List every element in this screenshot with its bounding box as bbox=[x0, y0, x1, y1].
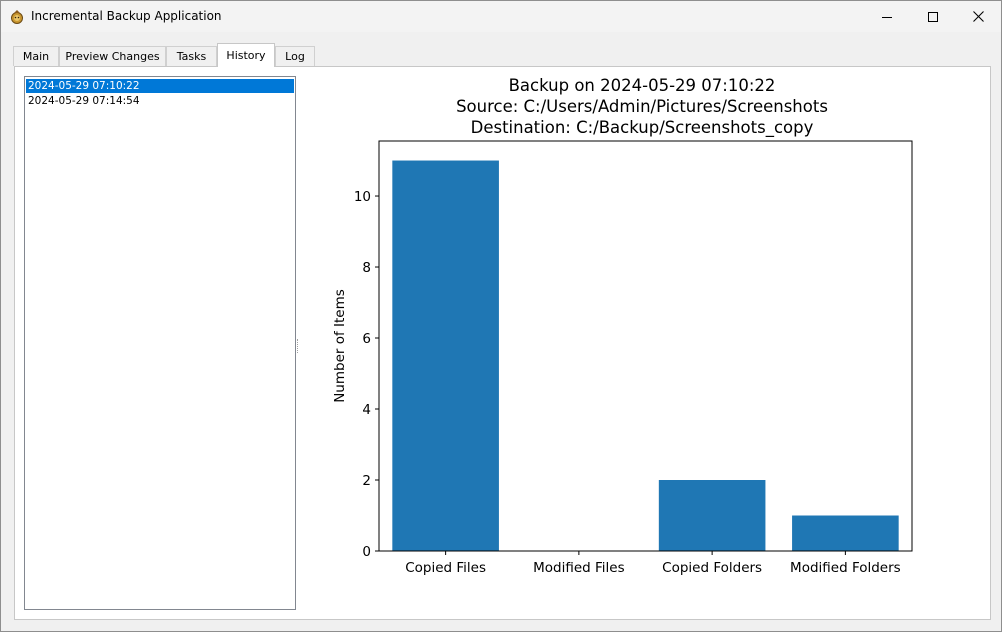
x-tick-label: Modified Folders bbox=[790, 560, 901, 576]
bar bbox=[792, 515, 899, 551]
close-icon bbox=[972, 11, 984, 22]
y-axis-label: Number of Items bbox=[332, 289, 348, 403]
y-tick-label: 4 bbox=[362, 402, 371, 418]
plot-frame bbox=[378, 140, 913, 552]
bar bbox=[392, 160, 499, 551]
x-tick-label: Copied Files bbox=[405, 560, 486, 576]
chart-title-group: Backup on 2024-05-29 07:10:22 Source: C:… bbox=[456, 76, 828, 138]
y-tick-label: 8 bbox=[362, 260, 371, 276]
backup-chart: Backup on 2024-05-29 07:10:22 Source: C:… bbox=[302, 76, 982, 610]
tab-preview-changes[interactable]: Preview Changes bbox=[59, 46, 166, 66]
y-tick-label: 0 bbox=[362, 544, 371, 560]
tab-tasks[interactable]: Tasks bbox=[166, 46, 217, 66]
tab-label: Tasks bbox=[176, 50, 207, 63]
maximize-button[interactable] bbox=[910, 1, 956, 32]
x-tick-label: Copied Folders bbox=[662, 560, 762, 576]
x-tick-label: Modified Files bbox=[533, 560, 625, 576]
maximize-icon bbox=[928, 11, 938, 22]
window-title: Incremental Backup Application bbox=[31, 9, 222, 23]
history-list-item[interactable]: 2024-05-29 07:14:54 bbox=[28, 95, 140, 107]
y-tick-label: 10 bbox=[354, 189, 371, 205]
tab-log[interactable]: Log bbox=[275, 46, 315, 66]
tab-label: History bbox=[226, 49, 266, 62]
bar-chart: Backup on 2024-05-29 07:10:22 Source: C:… bbox=[332, 76, 913, 576]
history-tab-panel: 2024-05-29 07:10:22 2024-05-29 07:14:54 … bbox=[14, 66, 991, 620]
minimize-icon bbox=[882, 16, 892, 18]
title-bar[interactable]: Incremental Backup Application bbox=[1, 1, 1001, 32]
tab-label: Main bbox=[22, 50, 50, 63]
tab-label: Preview Changes bbox=[65, 50, 160, 63]
plot-area: Copied Files Modified Files Copied Folders… bbox=[354, 140, 913, 576]
history-list-item[interactable]: 2024-05-29 07:10:22 bbox=[26, 79, 294, 93]
bar bbox=[658, 480, 766, 551]
y-tick-label: 2 bbox=[362, 473, 371, 489]
y-tick-label: 6 bbox=[362, 331, 371, 347]
chart-title-line: Destination: C:/Backup/Screenshots_copy bbox=[471, 118, 814, 138]
tab-label: Log bbox=[285, 50, 305, 63]
history-list[interactable]: 2024-05-29 07:10:22 2024-05-29 07:14:54 bbox=[24, 76, 296, 610]
tab-main[interactable]: Main bbox=[13, 46, 59, 66]
tab-history[interactable]: History bbox=[217, 43, 275, 67]
close-button[interactable] bbox=[955, 1, 1001, 32]
splitter-handle[interactable] bbox=[297, 339, 300, 353]
chart-title-line: Backup on 2024-05-29 07:10:22 bbox=[509, 76, 776, 95]
minimize-button[interactable] bbox=[864, 1, 910, 32]
app-icon bbox=[11, 10, 23, 24]
chart-title-line: Source: C:/Users/Admin/Pictures/Screensh… bbox=[456, 97, 828, 116]
